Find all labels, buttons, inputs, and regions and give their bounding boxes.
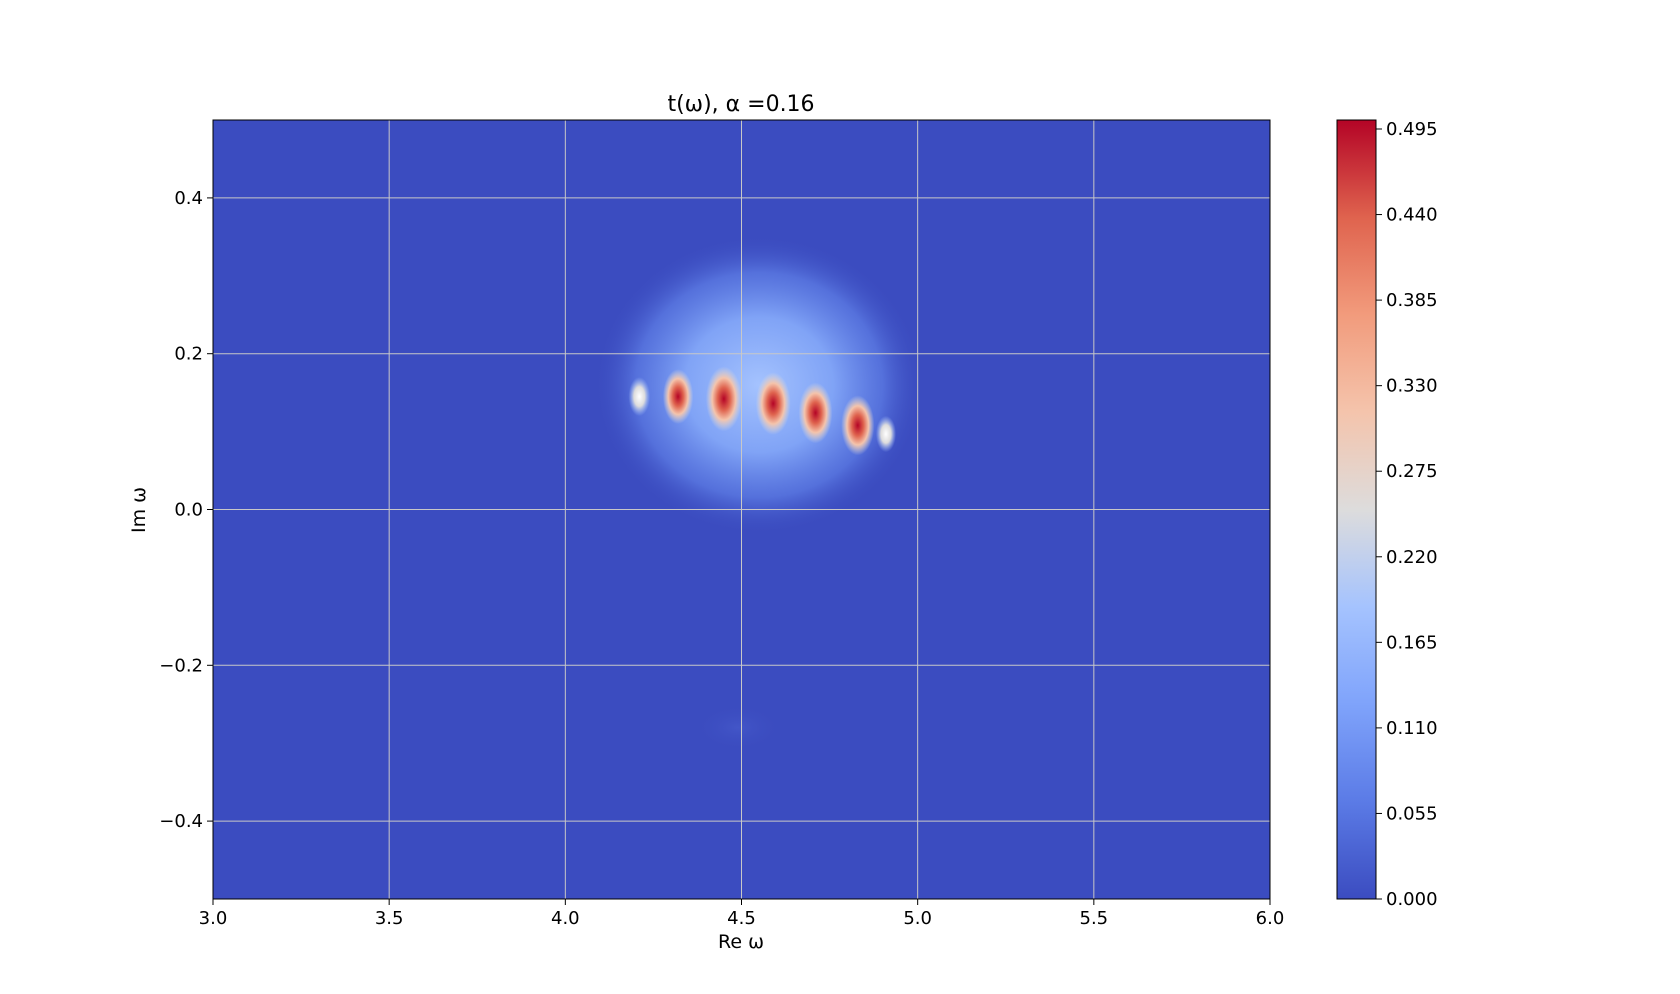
heatmap-halo	[594, 234, 925, 535]
x-axis-label: Re ω	[718, 931, 764, 953]
colorbar-tick-label: 0.440	[1386, 205, 1438, 226]
x-tick-label: 3.5	[375, 908, 404, 929]
x-tick-label: 4.0	[551, 908, 580, 929]
colorbar-frame	[1336, 119, 1377, 900]
x-tick-label: 6.0	[1256, 908, 1285, 929]
colorbar-gradient	[1337, 120, 1376, 899]
x-axis: 3.0 3.5 4.0 4.5 5.0 5.5 6.0	[199, 899, 1285, 929]
colorbar-tick-label: 0.275	[1386, 461, 1438, 482]
y-tick-label: 0.0	[174, 500, 203, 521]
peaks-group	[628, 366, 897, 456]
peak-6	[841, 395, 875, 456]
peak-4	[755, 372, 791, 435]
peak-3	[705, 366, 742, 432]
y-axis: −0.4 −0.2 0.0 0.2 0.4	[159, 188, 213, 832]
colorbar-tick-label: 0.495	[1386, 119, 1438, 140]
y-tick-label: 0.4	[174, 188, 203, 209]
x-tick-label: 3.0	[199, 908, 228, 929]
x-tick-label: 4.5	[727, 908, 756, 929]
y-tick-label: 0.2	[174, 344, 203, 365]
colorbar: 0.000 0.055 0.110 0.165 0.220 0.275 0.330 0.385…	[1336, 119, 1438, 910]
peak-5	[798, 382, 833, 444]
peak-1	[628, 377, 651, 417]
colorbar-tick-label: 0.330	[1386, 376, 1438, 397]
colorbar-tick-label: 0.000	[1386, 889, 1438, 910]
colorbar-tick-label: 0.110	[1386, 718, 1438, 739]
colorbar-tick-label: 0.220	[1386, 547, 1438, 568]
plot-area	[212, 119, 1271, 900]
faint-blob	[692, 703, 783, 752]
colorbar-tick-label: 0.165	[1386, 632, 1438, 653]
colorbar-ticks: 0.000 0.055 0.110 0.165 0.220 0.275 0.330 0.385…	[1376, 119, 1438, 910]
grid-lines	[213, 120, 1270, 899]
peak-7	[875, 415, 897, 453]
y-tick-label: −0.2	[159, 655, 203, 676]
colorbar-tick-label: 0.385	[1386, 290, 1438, 311]
y-tick-label: −0.4	[159, 811, 203, 832]
colorbar-tick-label: 0.055	[1386, 803, 1438, 824]
y-axis-label: Im ω	[128, 487, 150, 533]
x-tick-label: 5.0	[903, 908, 932, 929]
peak-2	[662, 369, 694, 424]
chart-title: t(ω), α =0.16	[667, 92, 814, 117]
x-tick-label: 5.5	[1080, 908, 1109, 929]
